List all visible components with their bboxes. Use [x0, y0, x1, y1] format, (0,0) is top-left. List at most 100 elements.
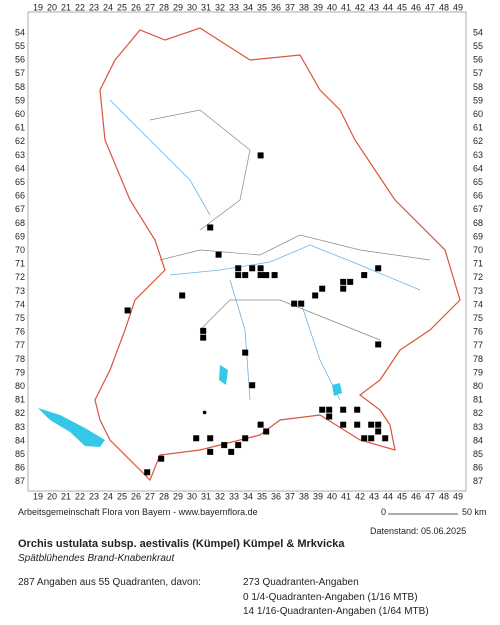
occurrence-square	[221, 442, 228, 449]
occurrence-square	[368, 421, 375, 428]
occurrence-square	[257, 272, 264, 279]
y-label: 70	[473, 245, 483, 255]
x-label: 36	[271, 491, 281, 501]
y-label: 65	[15, 177, 25, 187]
y-label: 86	[15, 463, 25, 473]
occurrence-square	[340, 278, 347, 285]
occurrence-square	[124, 307, 131, 314]
occurrence-square	[207, 448, 214, 455]
x-label: 32	[215, 491, 225, 501]
occurrence-square	[375, 428, 382, 435]
x-label: 41	[341, 491, 351, 501]
occurrence-square	[326, 413, 333, 420]
common-name: Spätblühendes Brand-Knabenkraut	[18, 553, 175, 564]
occurrence-square	[354, 421, 361, 428]
occurrence-square	[207, 224, 214, 231]
lake	[38, 408, 105, 447]
x-label: 49	[453, 2, 463, 12]
occurrence-square	[361, 272, 368, 279]
x-label: 28	[159, 2, 169, 12]
x-label: 33	[229, 491, 239, 501]
y-label: 85	[473, 449, 483, 459]
occurrence-square	[179, 292, 186, 299]
occurrence-square	[347, 278, 354, 285]
x-label: 24	[103, 491, 113, 501]
x-label: 33	[229, 2, 239, 12]
occurrence-square	[326, 406, 333, 413]
rivers	[109, 99, 421, 401]
y-label: 74	[473, 299, 483, 309]
y-label: 61	[473, 123, 483, 133]
y-label: 55	[473, 41, 483, 51]
y-label: 69	[15, 231, 25, 241]
occurrence-square	[249, 382, 256, 389]
occurrence-square	[375, 421, 382, 428]
y-label: 76	[473, 327, 483, 337]
y-label: 87	[473, 476, 483, 486]
y-label: 76	[15, 327, 25, 337]
x-label: 25	[117, 491, 127, 501]
y-label: 79	[15, 367, 25, 377]
y-label: 62	[15, 136, 25, 146]
x-label: 44	[383, 2, 393, 12]
x-label: 45	[397, 491, 407, 501]
occurrence-square	[319, 285, 326, 292]
x-label: 43	[369, 491, 379, 501]
y-label: 54	[15, 27, 25, 37]
occurrence-square	[263, 272, 270, 279]
y-label: 63	[473, 150, 483, 160]
occurrence-square	[235, 272, 242, 279]
occurrence-square	[158, 455, 165, 462]
occurrence-dot	[202, 410, 207, 415]
y-label: 62	[473, 136, 483, 146]
occurrence-square	[257, 152, 264, 159]
y-label: 80	[15, 381, 25, 391]
stats-summary: 287 Angaben aus 55 Quadranten, davon:	[18, 577, 201, 588]
y-label: 60	[15, 109, 25, 119]
y-label: 69	[473, 231, 483, 241]
x-label: 39	[313, 2, 323, 12]
x-label: 19	[33, 2, 43, 12]
occurrence-square	[193, 435, 200, 442]
y-label: 81	[15, 395, 25, 405]
y-label: 72	[15, 272, 25, 282]
x-label: 45	[397, 2, 407, 12]
occurrence-square	[144, 469, 151, 476]
y-label: 55	[15, 41, 25, 51]
state-border	[94, 27, 461, 482]
x-label: 19	[33, 491, 43, 501]
x-label: 32	[215, 2, 225, 12]
y-label: 57	[15, 68, 25, 78]
y-label: 60	[473, 109, 483, 119]
occurrence-square	[242, 272, 249, 279]
y-label: 68	[15, 218, 25, 228]
occurrence-square	[242, 435, 249, 442]
occurrence-square	[319, 406, 326, 413]
y-label: 66	[15, 191, 25, 201]
y-label: 67	[473, 204, 483, 214]
x-label: 38	[299, 2, 309, 12]
occurrence-square	[340, 285, 347, 292]
x-label: 46	[411, 491, 421, 501]
x-label: 26	[131, 2, 141, 12]
x-label: 20	[47, 491, 57, 501]
y-label: 73	[473, 286, 483, 296]
occurrence-square	[200, 334, 207, 341]
y-label: 86	[473, 463, 483, 473]
stats-line: 14 1/16-Quadranten-Angaben (1/64 MTB)	[243, 606, 429, 617]
x-label: 35	[257, 2, 267, 12]
y-label: 59	[15, 95, 25, 105]
occurrence-square	[263, 428, 270, 435]
x-label: 44	[383, 491, 393, 501]
y-label: 64	[15, 163, 25, 173]
y-label: 84	[473, 435, 483, 445]
y-label: 57	[473, 68, 483, 78]
x-label: 40	[327, 491, 337, 501]
occurrence-square	[207, 435, 214, 442]
occurrence-square	[354, 406, 361, 413]
x-label: 27	[145, 491, 155, 501]
occurrence-square	[291, 300, 298, 307]
x-label: 48	[439, 2, 449, 12]
y-label: 58	[15, 82, 25, 92]
